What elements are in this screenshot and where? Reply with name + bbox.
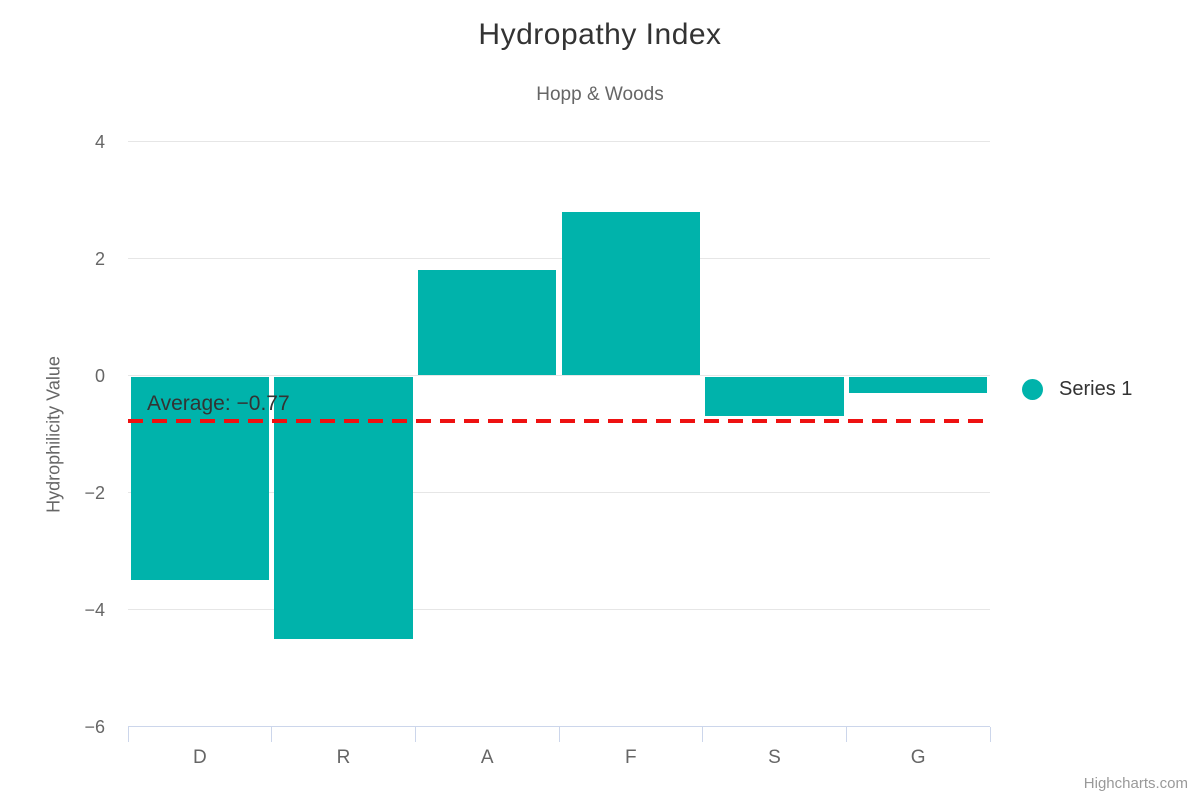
x-axis-tick: [702, 726, 704, 742]
x-axis-tick: [558, 726, 560, 742]
y-gridline: [128, 258, 990, 259]
y-axis-tick-label: −6: [84, 716, 105, 737]
x-axis-tick: [845, 726, 847, 742]
y-gridline: [128, 141, 990, 142]
chart-subtitle: Hopp & Woods: [536, 84, 664, 105]
x-axis-tick: [989, 726, 991, 742]
chart-title: Hydropathy Index: [478, 18, 722, 51]
bar-D[interactable]: [130, 376, 270, 581]
average-plotline: [128, 418, 990, 423]
average-plotline-label: Average: −0.77: [147, 391, 290, 415]
y-axis-title: Hydrophilicity Value: [43, 356, 64, 513]
bar-G[interactable]: [848, 376, 988, 394]
y-axis-tick-label: −2: [84, 482, 105, 503]
x-axis-category-label: D: [192, 746, 207, 768]
y-axis-tick-label: 2: [94, 248, 105, 269]
y-axis-tick-label: 4: [94, 131, 105, 152]
bar-R[interactable]: [274, 376, 413, 639]
x-axis-category-label: R: [336, 746, 351, 768]
series-1-marker-icon: [1022, 379, 1043, 400]
bar-S[interactable]: [705, 376, 844, 417]
y-gridline: [128, 609, 990, 610]
bar-A[interactable]: [417, 270, 557, 376]
x-axis-category-label: F: [625, 746, 637, 768]
x-axis-tick: [127, 726, 129, 742]
x-axis-tick: [414, 726, 416, 742]
x-axis-category-label: A: [480, 746, 494, 768]
x-axis-category-label: S: [768, 746, 781, 768]
bar-F[interactable]: [561, 211, 701, 376]
x-axis-line: [128, 726, 990, 727]
legend-item-series-1[interactable]: Series 1: [1022, 378, 1132, 401]
y-gridline: [128, 492, 990, 493]
y-gridline: [128, 375, 990, 376]
y-axis-tick-label: −4: [84, 599, 105, 620]
x-axis-tick: [271, 726, 273, 742]
legend-label: Series 1: [1059, 378, 1133, 400]
x-axis-category-label: G: [910, 746, 926, 768]
y-axis-tick-label: 0: [94, 365, 105, 386]
highcharts-credits-link[interactable]: Highcharts.com: [1083, 775, 1188, 792]
